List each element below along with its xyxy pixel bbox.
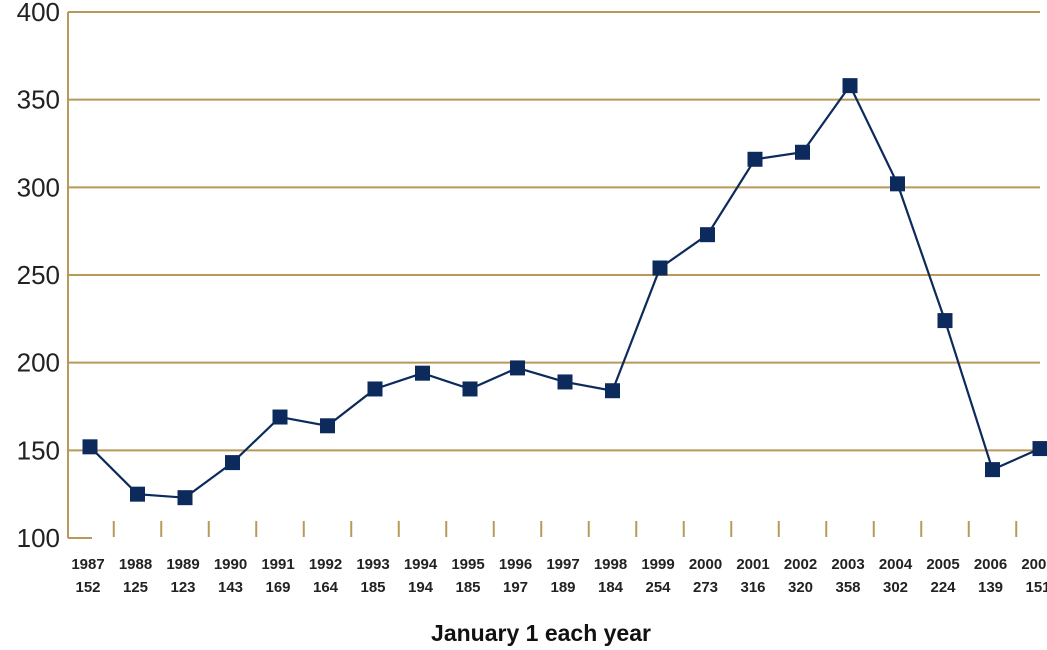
- data-value-label: 152: [75, 579, 100, 596]
- data-point-marker: [842, 78, 858, 94]
- data-point-marker: [510, 360, 525, 376]
- x-tick-label: 1990: [214, 556, 247, 573]
- x-tick-label: 1993: [356, 556, 389, 573]
- data-point-marker: [272, 409, 288, 425]
- data-point-marker: [320, 418, 335, 434]
- data-point-marker: [82, 439, 98, 455]
- axes: [67, 12, 1018, 539]
- x-tick-label: 1998: [594, 556, 627, 573]
- x-tick-label: 1991: [261, 556, 294, 573]
- x-tick-label: 1995: [451, 556, 484, 573]
- x-tick-label: 1987: [71, 556, 104, 573]
- data-series: [82, 78, 1047, 506]
- x-tick-label: 1994: [404, 556, 438, 573]
- data-value-label: 358: [835, 579, 860, 596]
- data-value-label: 125: [123, 579, 148, 596]
- y-tick-label: 250: [17, 260, 60, 290]
- data-value-label: 273: [693, 579, 718, 596]
- gridlines: [68, 11, 1040, 452]
- data-value-label: 189: [550, 579, 575, 596]
- data-value-label: 194: [408, 579, 434, 596]
- x-tick-label: 1992: [309, 556, 342, 573]
- x-tick-label: 2006: [974, 556, 1007, 573]
- data-point-marker: [1032, 441, 1047, 457]
- y-tick-label: 100: [17, 523, 60, 553]
- data-value-label: 139: [978, 579, 1003, 596]
- x-tick-label: 2007: [1021, 556, 1047, 573]
- data-value-label: 151: [1025, 579, 1047, 596]
- x-tick-label: 1999: [641, 556, 674, 573]
- data-point-marker: [747, 151, 763, 167]
- x-tick-label: 2003: [831, 556, 864, 573]
- x-tick-label: 2005: [926, 556, 959, 573]
- data-point-marker: [795, 144, 810, 160]
- data-value-label: 143: [218, 579, 243, 596]
- y-axis-ticks: 100 150 200 250 300 350 400: [17, 0, 60, 553]
- x-tick-label: 2002: [784, 556, 817, 573]
- y-tick-label: 200: [17, 348, 60, 378]
- x-tick-label: 2000: [689, 556, 722, 573]
- x-tick-label: 1988: [119, 556, 152, 573]
- data-value-label: 254: [645, 579, 671, 596]
- data-point-marker: [462, 381, 478, 397]
- data-point-marker: [177, 490, 193, 506]
- data-value-label: 164: [313, 579, 339, 596]
- data-value-label: 123: [170, 579, 195, 596]
- data-value-label: 316: [740, 579, 765, 596]
- y-tick-label: 400: [17, 0, 60, 27]
- data-point-marker: [557, 374, 573, 390]
- x-tick-label: 1997: [546, 556, 579, 573]
- data-value-label: 197: [503, 579, 528, 596]
- data-value-label: 320: [788, 579, 813, 596]
- data-value-label: 169: [265, 579, 290, 596]
- y-tick-label: 150: [17, 435, 60, 465]
- x-tick-label: 2001: [736, 556, 769, 573]
- data-value-label: 185: [360, 579, 385, 596]
- data-value-label: 185: [455, 579, 480, 596]
- data-point-marker: [605, 383, 620, 399]
- x-axis-label: January 1 each year: [431, 620, 651, 646]
- x-tick-label: 1989: [166, 556, 199, 573]
- y-tick-label: 300: [17, 172, 60, 202]
- x-tick-label: 1996: [499, 556, 532, 573]
- data-point-marker: [367, 381, 383, 397]
- data-point-marker: [985, 462, 1000, 478]
- data-point-marker: [890, 176, 905, 192]
- data-point-marker: [937, 313, 953, 329]
- data-point-marker: [415, 365, 430, 381]
- data-point-marker: [652, 260, 668, 276]
- x-tick-label: 2004: [879, 556, 913, 573]
- y-tick-label: 350: [17, 85, 60, 115]
- x-axis-ticks: 1987 152 1988 125 1989 123 1990 143 1991 169 1992 1…: [71, 556, 1047, 596]
- series-line: [89, 83, 1041, 499]
- data-point-marker: [700, 227, 715, 243]
- data-value-label: 224: [930, 579, 956, 596]
- data-point-marker: [130, 486, 145, 502]
- data-value-label: 184: [598, 579, 624, 596]
- data-value-label: 302: [883, 579, 908, 596]
- data-point-marker: [225, 455, 240, 471]
